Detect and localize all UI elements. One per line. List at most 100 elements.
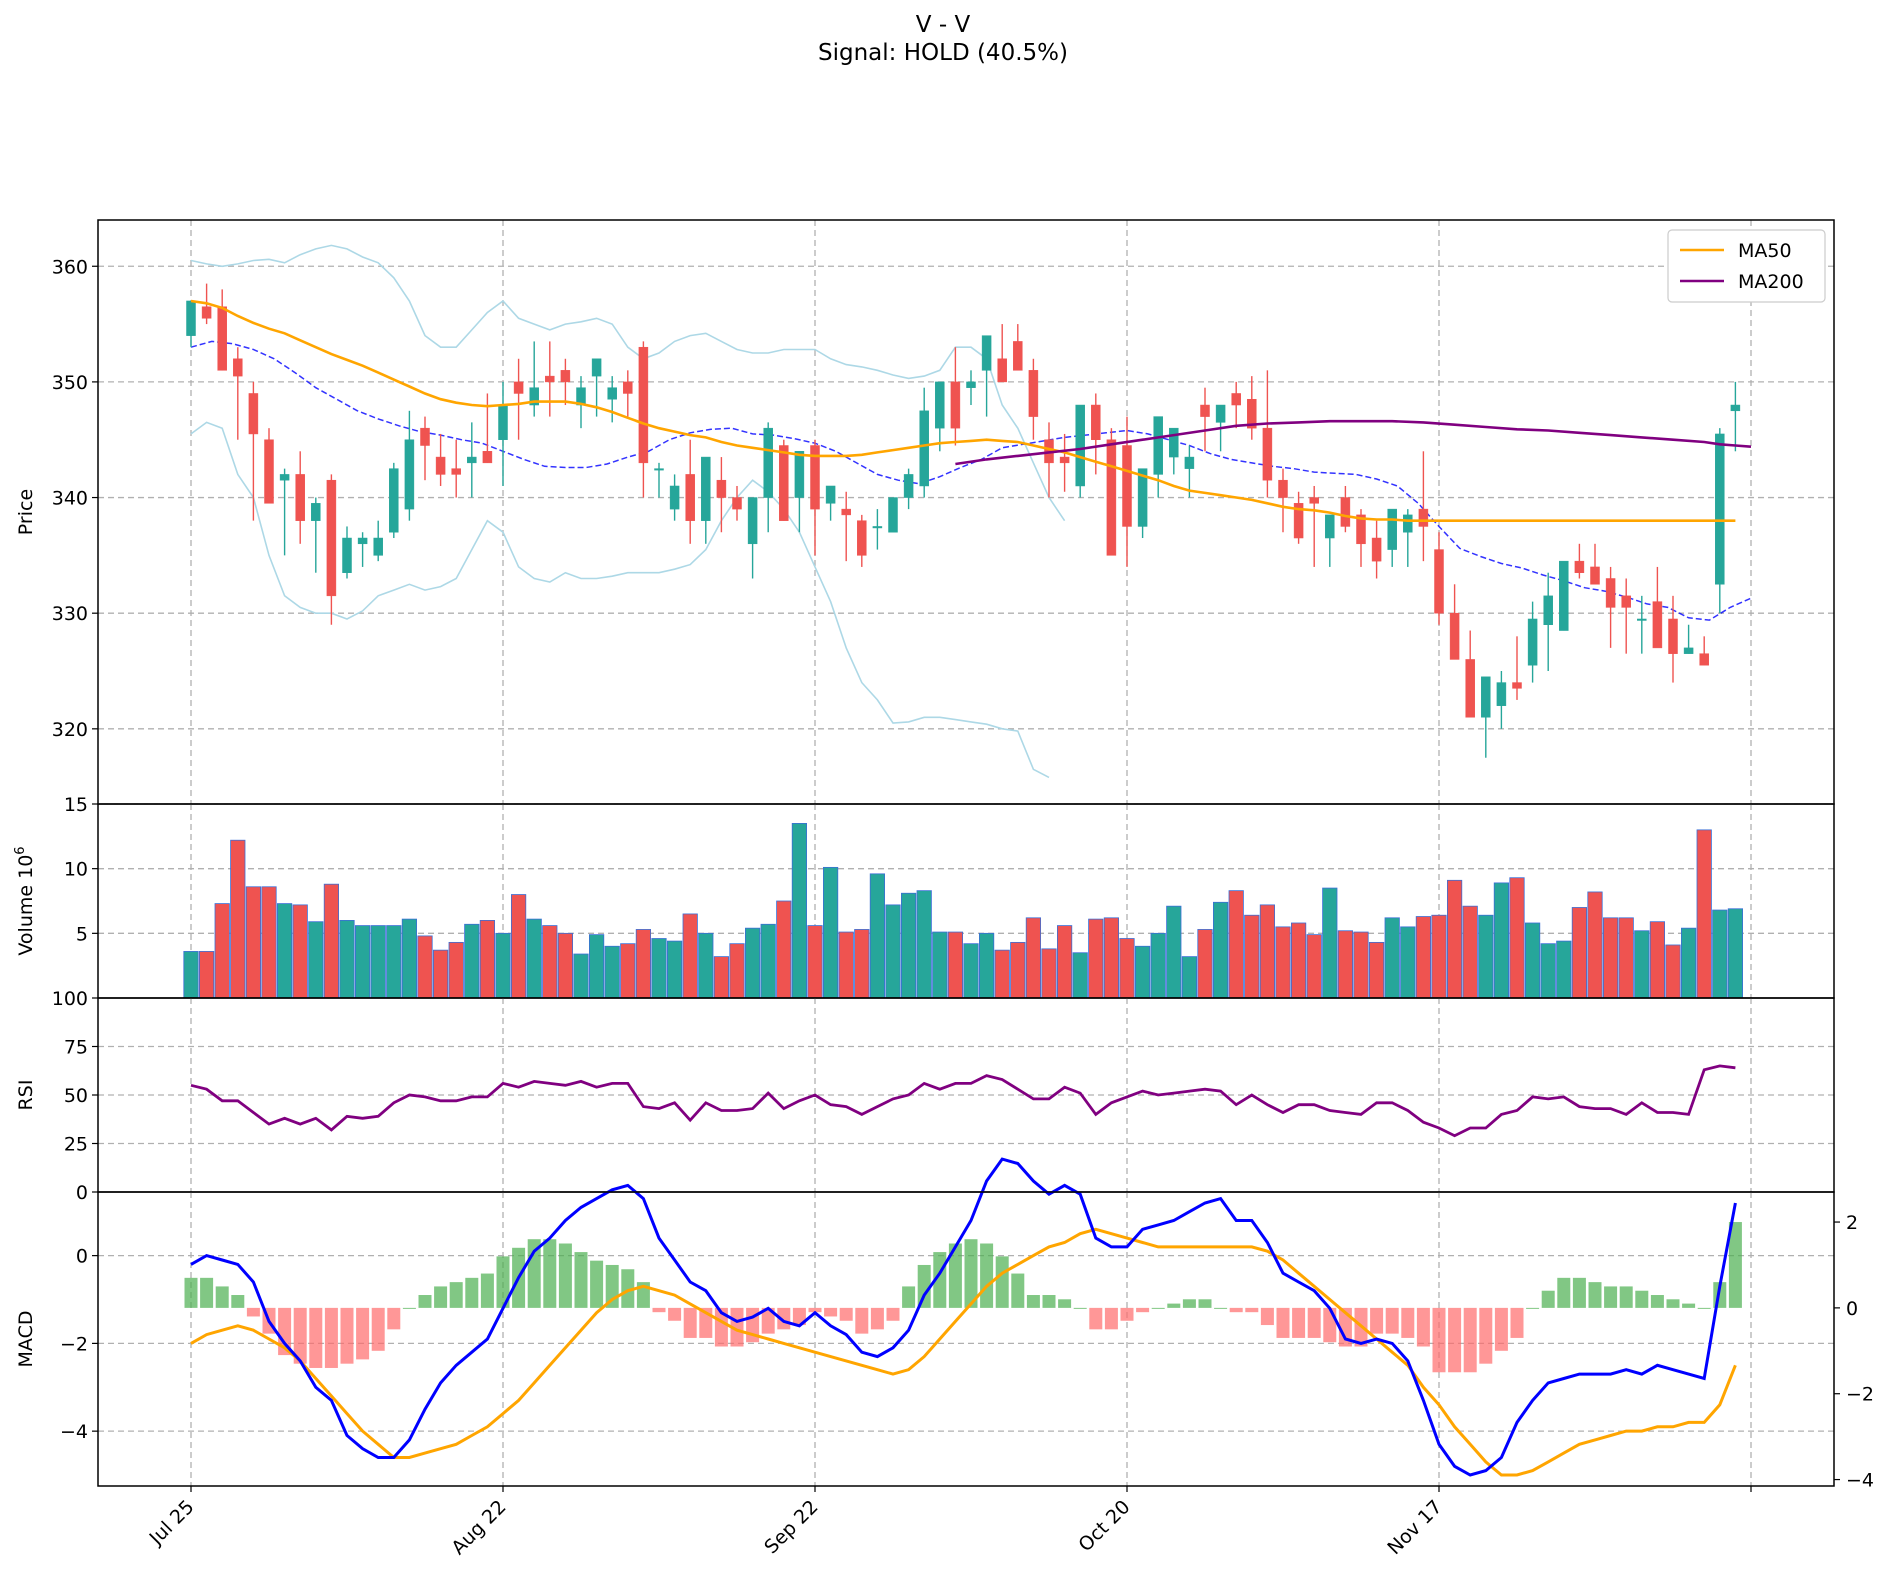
- candle-body: [1559, 560, 1569, 631]
- macd-histogram-bar: [387, 1307, 401, 1330]
- volume-bar: [557, 932, 574, 999]
- candle-body: [1075, 404, 1085, 487]
- candle-body: [825, 485, 836, 504]
- macd-histogram-bar: [231, 1295, 245, 1308]
- macd-histogram-bar: [1167, 1303, 1181, 1308]
- macd-histogram-bar: [1198, 1299, 1212, 1308]
- volume-bar: [1400, 926, 1416, 999]
- macd-axis-label: MACD: [15, 1311, 37, 1368]
- candle-body: [763, 427, 773, 498]
- volume-bar: [1478, 914, 1494, 999]
- y-tick-label: 100: [52, 988, 88, 1010]
- candle-body: [248, 393, 259, 435]
- candle-body: [1028, 370, 1039, 417]
- x-tick-label: Sep 22: [760, 1496, 822, 1558]
- y-tick-label: −2: [60, 1333, 88, 1355]
- volume-bar: [354, 925, 371, 999]
- macd-histogram-bar: [1307, 1307, 1321, 1338]
- candle-body: [1715, 433, 1725, 585]
- macd-histogram-bar: [1042, 1295, 1056, 1308]
- candle-body: [1527, 618, 1538, 666]
- y-tick-label: −4: [60, 1421, 88, 1443]
- candle-body: [1106, 439, 1117, 556]
- macd-histogram-bar: [964, 1239, 978, 1308]
- macd-histogram-bar: [543, 1239, 557, 1308]
- macd-histogram-bar: [1011, 1273, 1025, 1308]
- volume-bar: [183, 951, 199, 999]
- chart-subtitle: Signal: HOLD (40.5%): [818, 40, 1068, 66]
- macd-histogram-bar: [1026, 1295, 1040, 1308]
- macd-histogram-bar: [1541, 1290, 1555, 1308]
- y-tick-label: 0: [76, 1246, 88, 1268]
- macd-histogram-bar: [278, 1307, 292, 1356]
- candle-body: [1122, 445, 1132, 527]
- candle-body: [1590, 566, 1600, 585]
- macd-histogram-bar: [1058, 1299, 1072, 1308]
- macd-histogram-bar: [402, 1307, 416, 1309]
- macd-histogram-bar: [1666, 1299, 1680, 1308]
- macd-histogram-bar: [184, 1277, 198, 1308]
- volume-bar: [417, 935, 433, 999]
- volume-bar: [1259, 904, 1275, 999]
- volume-bar: [1072, 952, 1088, 999]
- macd-histogram-bar: [1479, 1307, 1493, 1364]
- macd-histogram-bar: [1572, 1277, 1586, 1308]
- candle-body: [1730, 404, 1741, 412]
- candle-body: [966, 381, 976, 388]
- macd-histogram-bar: [590, 1260, 604, 1308]
- volume-bar: [1369, 941, 1385, 999]
- volume-bar: [370, 925, 386, 999]
- candle-body: [732, 497, 742, 510]
- candle-body: [451, 468, 461, 475]
- candle-body: [1215, 404, 1226, 423]
- macd-histogram-bar: [1370, 1307, 1384, 1334]
- candle-body: [1325, 514, 1335, 539]
- macd-histogram-bar: [1136, 1307, 1150, 1313]
- macd-histogram-bar: [917, 1264, 931, 1308]
- candle-body: [1652, 601, 1663, 649]
- volume-bar: [1525, 922, 1541, 999]
- macd-histogram-bar: [792, 1307, 806, 1326]
- macd-histogram-bar: [340, 1307, 354, 1364]
- macd-histogram-bar: [1682, 1303, 1696, 1308]
- volume-bar: [1181, 956, 1197, 999]
- macd-histogram-bar: [1697, 1307, 1711, 1309]
- candle-body: [1512, 682, 1522, 689]
- candle-body: [233, 358, 243, 377]
- candle-body: [1309, 497, 1319, 504]
- candle-body: [1387, 508, 1397, 550]
- volume-bar: [1712, 909, 1728, 999]
- volume-bar: [1540, 943, 1556, 999]
- volume-bar: [1634, 930, 1650, 999]
- macd-histogram-bar: [1214, 1307, 1228, 1309]
- volume-bar: [1010, 941, 1026, 999]
- volume-bar: [885, 904, 901, 999]
- chart-title: V - V: [915, 12, 971, 38]
- macd-histogram-bar: [980, 1243, 994, 1308]
- macd-histogram-bar: [1182, 1299, 1196, 1308]
- macd-histogram-bar: [714, 1307, 728, 1347]
- volume-bar: [339, 920, 355, 999]
- y-tick-label: 340: [52, 488, 88, 510]
- macd-histogram-bar: [870, 1307, 884, 1330]
- macd-histogram-bar: [652, 1307, 666, 1313]
- volume-bar: [198, 951, 215, 999]
- x-tick-label: Oct 20: [1074, 1496, 1134, 1556]
- candle-body: [919, 410, 929, 487]
- macd-histogram-bar: [1526, 1307, 1540, 1309]
- volume-bar: [979, 932, 995, 999]
- volume-bar: [1415, 916, 1431, 999]
- macd-histogram-bar: [886, 1307, 900, 1321]
- candle-body: [1340, 497, 1351, 527]
- volume-bar: [589, 934, 605, 999]
- y-tick-label-right: 2: [1846, 1212, 1858, 1234]
- candle-body: [1496, 682, 1507, 706]
- volume-bar: [620, 943, 636, 999]
- candle-body: [1200, 404, 1210, 417]
- macd-histogram-bar: [1510, 1307, 1524, 1338]
- x-tick-label: Aug 22: [447, 1496, 510, 1559]
- volume-bar: [698, 932, 714, 999]
- candle-body: [217, 306, 227, 371]
- candle-body: [1059, 456, 1070, 464]
- volume-bar: [526, 918, 542, 999]
